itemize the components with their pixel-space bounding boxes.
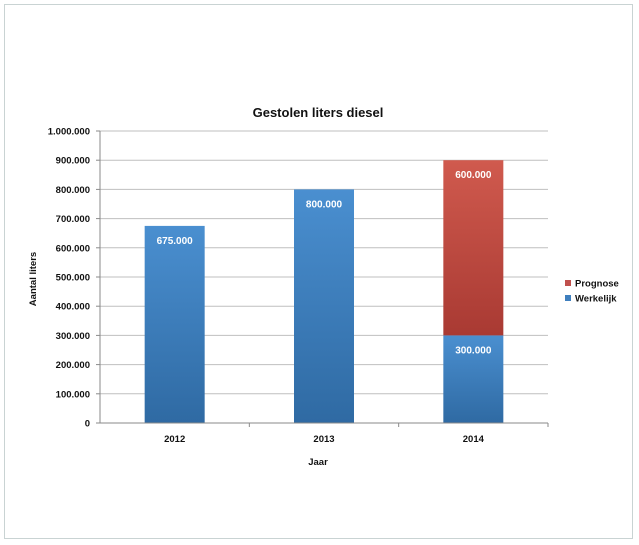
y-axis-label: Aantal liters xyxy=(28,252,39,306)
bar-werkelijk-2012 xyxy=(144,225,205,423)
legend-swatch-prognose xyxy=(565,280,571,286)
y-tick-label: 200.000 xyxy=(56,360,90,371)
y-tick-label: 600.000 xyxy=(56,243,90,254)
data-label-werkelijk-2013: 800.000 xyxy=(306,199,343,210)
y-tick-label: 900.000 xyxy=(56,156,90,167)
y-tick-label: 0 xyxy=(85,419,90,430)
y-tick-label: 300.000 xyxy=(56,331,90,342)
y-tick-label: 100.000 xyxy=(56,389,90,400)
y-tick-label: 500.000 xyxy=(56,273,90,284)
legend-label-prognose: Prognose xyxy=(575,279,619,290)
x-tick-label: 2014 xyxy=(463,434,485,445)
y-tick-label: 400.000 xyxy=(56,302,90,313)
data-label-werkelijk-2014: 300.000 xyxy=(455,345,492,356)
data-label-werkelijk-2012: 675.000 xyxy=(157,236,194,247)
y-tick-label: 700.000 xyxy=(56,214,90,225)
y-axis-ticks: 0 100.000 200.000 300.000 400.000 500.000 600.… xyxy=(48,127,100,430)
bar-werkelijk-2014 xyxy=(443,335,504,423)
bar-prognose-2014 xyxy=(443,160,504,336)
bar-werkelijk-2013 xyxy=(294,189,354,423)
chart-title: Gestolen liters diesel xyxy=(253,105,384,120)
x-tick-label: 2012 xyxy=(164,434,185,445)
bars: 675.000 800.000 300.000 600.000 xyxy=(144,160,504,423)
y-tick-label: 800.000 xyxy=(56,185,90,196)
y-tick-label: 1.000.000 xyxy=(48,127,90,138)
x-tick-label: 2013 xyxy=(313,434,334,445)
legend-label-werkelijk: Werkelijk xyxy=(575,294,617,305)
x-axis-ticks: 2012 2013 2014 xyxy=(164,423,549,445)
legend: Prognose Werkelijk xyxy=(565,279,619,305)
x-axis-label: Jaar xyxy=(308,457,328,468)
legend-swatch-werkelijk xyxy=(565,295,571,301)
data-label-prognose-2014: 600.000 xyxy=(455,170,492,181)
